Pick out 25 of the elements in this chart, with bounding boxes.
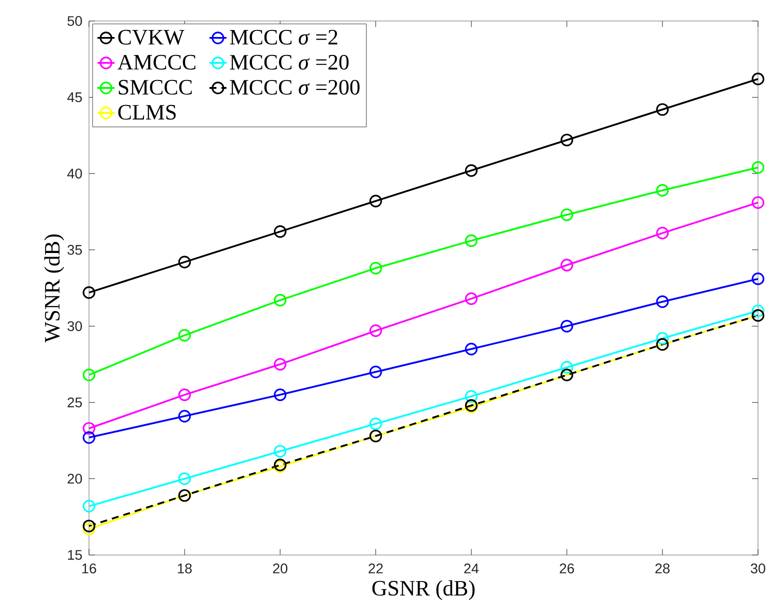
x-tick-label: 26: [560, 564, 574, 574]
x-tick-label: 18: [178, 564, 192, 574]
x-tick-label: 28: [655, 564, 670, 574]
x-tick-label: 30: [750, 564, 766, 574]
y-tick-label: 25: [68, 397, 82, 408]
y-tick-label: 45: [67, 92, 82, 102]
x-axis-title: GSNR (dB): [372, 580, 475, 600]
y-tick-label: 30: [67, 321, 82, 332]
legend-label: MCCC σ =20: [230, 54, 349, 70]
y-tick-label: 35: [67, 244, 82, 255]
y-tick-label: 15: [68, 550, 82, 560]
x-tick-label: 20: [273, 564, 288, 574]
x-tick-label: 22: [368, 564, 383, 574]
y-axis-title: WSNR (dB): [44, 234, 64, 342]
y-tick-label: 50: [68, 16, 82, 26]
x-tick-label: 24: [464, 564, 479, 574]
legend-label: SMCCC: [118, 80, 192, 95]
y-tick-label: 20: [68, 474, 82, 484]
legend-label: CLMS: [118, 104, 176, 120]
legend-label: AMCCC: [118, 54, 196, 70]
legend-label: MCCC σ =200: [230, 80, 360, 95]
legend-label: MCCC σ =2: [230, 30, 338, 45]
x-tick-label: 16: [82, 564, 96, 574]
y-tick-label: 40: [67, 168, 82, 179]
legend-label: CVKW: [118, 30, 184, 45]
